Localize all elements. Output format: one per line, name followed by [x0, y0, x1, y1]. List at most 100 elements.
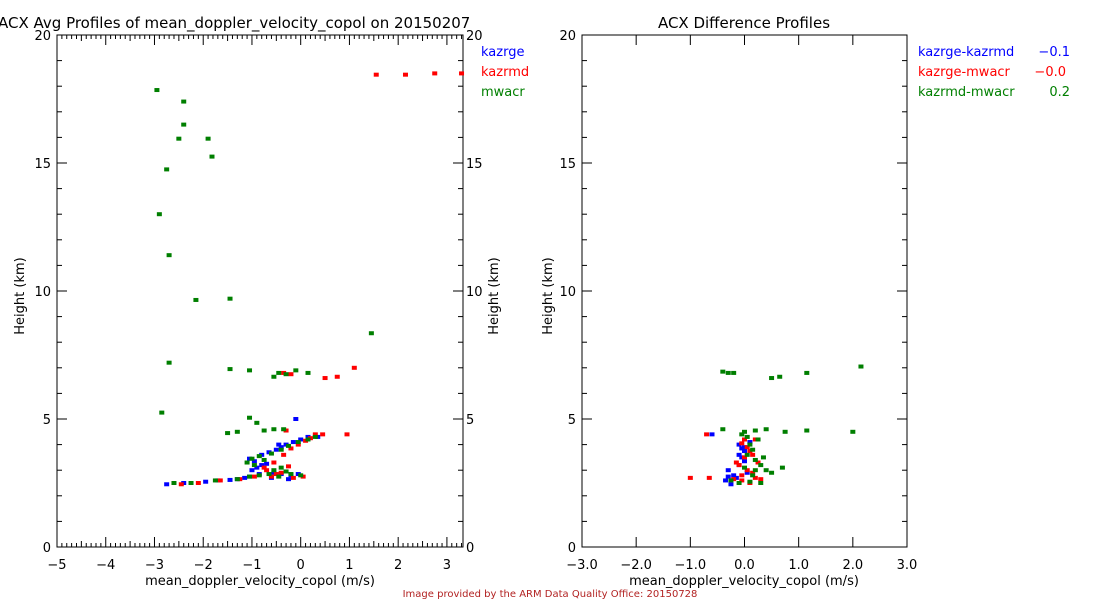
- left-point-mwacr: [281, 427, 287, 432]
- right-point-kazrmd-mwacr: [779, 465, 785, 470]
- left-point-kazrge: [249, 468, 255, 473]
- right-point-kazrmd-mwacr: [777, 374, 783, 379]
- right-point-kazrmd-mwacr: [755, 437, 761, 442]
- right-point-kazrmd-mwacr: [752, 428, 758, 433]
- left-point-kazrge: [286, 477, 292, 482]
- right-point-kazrmd-mwacr: [744, 452, 750, 457]
- left-point-mwacr: [209, 154, 215, 159]
- left-point-mwacr: [256, 473, 262, 478]
- left-point-kazrmd: [261, 465, 267, 470]
- legend-mwacr: mwacr: [481, 85, 525, 100]
- left-x-tick-label: −2: [194, 558, 213, 573]
- left-point-mwacr: [234, 429, 240, 434]
- left-point-kazrge: [164, 482, 170, 487]
- right-point-kazrge-mwacr: [744, 445, 750, 450]
- left-point-kazrge: [242, 475, 248, 480]
- right-point-kazrmd-mwacr: [804, 428, 810, 433]
- right-data-points: [687, 364, 864, 487]
- right-point-kazrmd-mwacr: [769, 470, 775, 475]
- right-point-kazrmd-mwacr: [739, 432, 745, 437]
- left-point-mwacr: [261, 457, 267, 462]
- left-point-mwacr: [156, 212, 162, 217]
- left-point-mwacr: [261, 428, 267, 433]
- left-point-kazrmd: [320, 432, 326, 437]
- left-point-kazrge: [203, 479, 209, 484]
- left-axes: 0 0 5 5 10 10 15 15 20 20 −5 −4 −3 −2 −1 0 1 2 3: [34, 29, 482, 573]
- right-x-tick-label: 0.0: [734, 558, 755, 573]
- right-point-kazrge-mwacr: [736, 463, 742, 468]
- left-point-mwacr: [154, 88, 160, 93]
- left-point-mwacr: [283, 372, 289, 377]
- left-point-kazrge: [251, 459, 257, 464]
- right-point-kazrge-mwacr: [706, 475, 712, 480]
- left-point-kazrmd: [288, 446, 294, 451]
- right-y-tick-label: 5: [568, 413, 576, 428]
- left-x-tick-label: −3: [145, 558, 164, 573]
- right-point-kazrge-mwacr: [687, 475, 693, 480]
- left-point-kazrmd: [322, 376, 328, 381]
- left-point-mwacr: [181, 122, 187, 127]
- left-point-mwacr: [293, 368, 299, 373]
- left-right-y-tick-label: 20: [466, 29, 483, 44]
- left-point-kazrmd: [459, 71, 465, 76]
- right-point-kazrge-kazrmd: [739, 446, 745, 451]
- left-y-tick-label: 20: [34, 29, 51, 44]
- right-point-kazrmd-mwacr: [758, 463, 764, 468]
- right-x-tick-label: 2.0: [842, 558, 863, 573]
- left-chart-panel: ACX Avg Profiles of mean_doppler_velocit…: [0, 14, 529, 589]
- right-x-axis-label: mean_doppler_velocity_copol (m/s): [629, 574, 859, 589]
- left-point-kazrmd: [251, 474, 257, 479]
- right-point-kazrmd-mwacr: [763, 468, 769, 473]
- left-point-kazrmd: [295, 442, 301, 447]
- left-point-kazrmd: [273, 472, 279, 477]
- left-point-mwacr: [159, 410, 165, 415]
- right-point-kazrmd-mwacr: [858, 364, 864, 369]
- right-point-kazrge-kazrmd: [742, 449, 747, 453]
- left-point-mwacr: [276, 474, 282, 479]
- right-chart-title: ACX Difference Profiles: [658, 14, 830, 32]
- left-point-mwacr: [212, 478, 218, 483]
- left-point-mwacr: [234, 477, 240, 482]
- left-point-mwacr: [164, 167, 170, 172]
- right-y-tick-label: 15: [559, 157, 576, 172]
- right-point-kazrge-mwacr: [742, 455, 747, 460]
- left-right-y-tick-label: 0: [466, 541, 474, 556]
- left-point-kazrmd: [278, 470, 284, 475]
- right-y-tick-label: 20: [559, 29, 576, 44]
- right-point-kazrge-mwacr: [752, 475, 758, 480]
- right-point-kazrge-mwacr: [739, 478, 745, 483]
- right-y-axis-label: Height (km): [541, 257, 556, 334]
- left-point-kazrmd: [312, 432, 318, 437]
- right-point-kazrge-mwacr: [750, 470, 756, 475]
- right-point-kazrge-kazrmd: [709, 432, 715, 437]
- left-point-mwacr: [305, 370, 311, 375]
- left-point-kazrmd: [178, 482, 184, 487]
- left-point-mwacr: [251, 463, 257, 468]
- left-point-mwacr: [276, 370, 282, 375]
- right-point-kazrge-kazrmd: [739, 455, 745, 460]
- right-point-kazrmd-mwacr: [750, 473, 756, 478]
- right-point-kazrge-kazrmd: [725, 468, 731, 473]
- left-x-tick-label: 2: [394, 558, 402, 573]
- left-right-y-tick-label: 5: [466, 413, 474, 428]
- left-point-kazrge: [293, 417, 299, 421]
- left-point-mwacr: [227, 367, 233, 372]
- right-point-kazrmd-mwacr: [763, 427, 769, 432]
- left-point-kazrmd: [217, 478, 223, 483]
- right-point-kazrmd-mwacr: [760, 455, 766, 460]
- left-point-mwacr: [247, 415, 253, 420]
- left-right-y-axis-label: Height (km): [487, 257, 502, 334]
- left-x-tick-label: −4: [96, 558, 115, 573]
- right-point-kazrmd-mwacr: [758, 481, 764, 485]
- left-point-mwacr: [278, 447, 284, 452]
- right-point-kazrge-mwacr: [704, 432, 710, 437]
- left-point-kazrmd: [286, 464, 292, 469]
- right-point-kazrmd-mwacr: [769, 376, 775, 381]
- left-point-mwacr: [312, 434, 318, 439]
- right-axes: 0 5 10 15 20 −3.0 −2.0 −1.0 0.0 1.0 2.0 3.0: [559, 29, 917, 573]
- right-x-tick-label: 3.0: [897, 558, 918, 573]
- left-point-mwacr: [286, 443, 292, 448]
- right-point-kazrge-kazrmd: [733, 475, 739, 480]
- right-x-tick-label: −3.0: [566, 558, 598, 573]
